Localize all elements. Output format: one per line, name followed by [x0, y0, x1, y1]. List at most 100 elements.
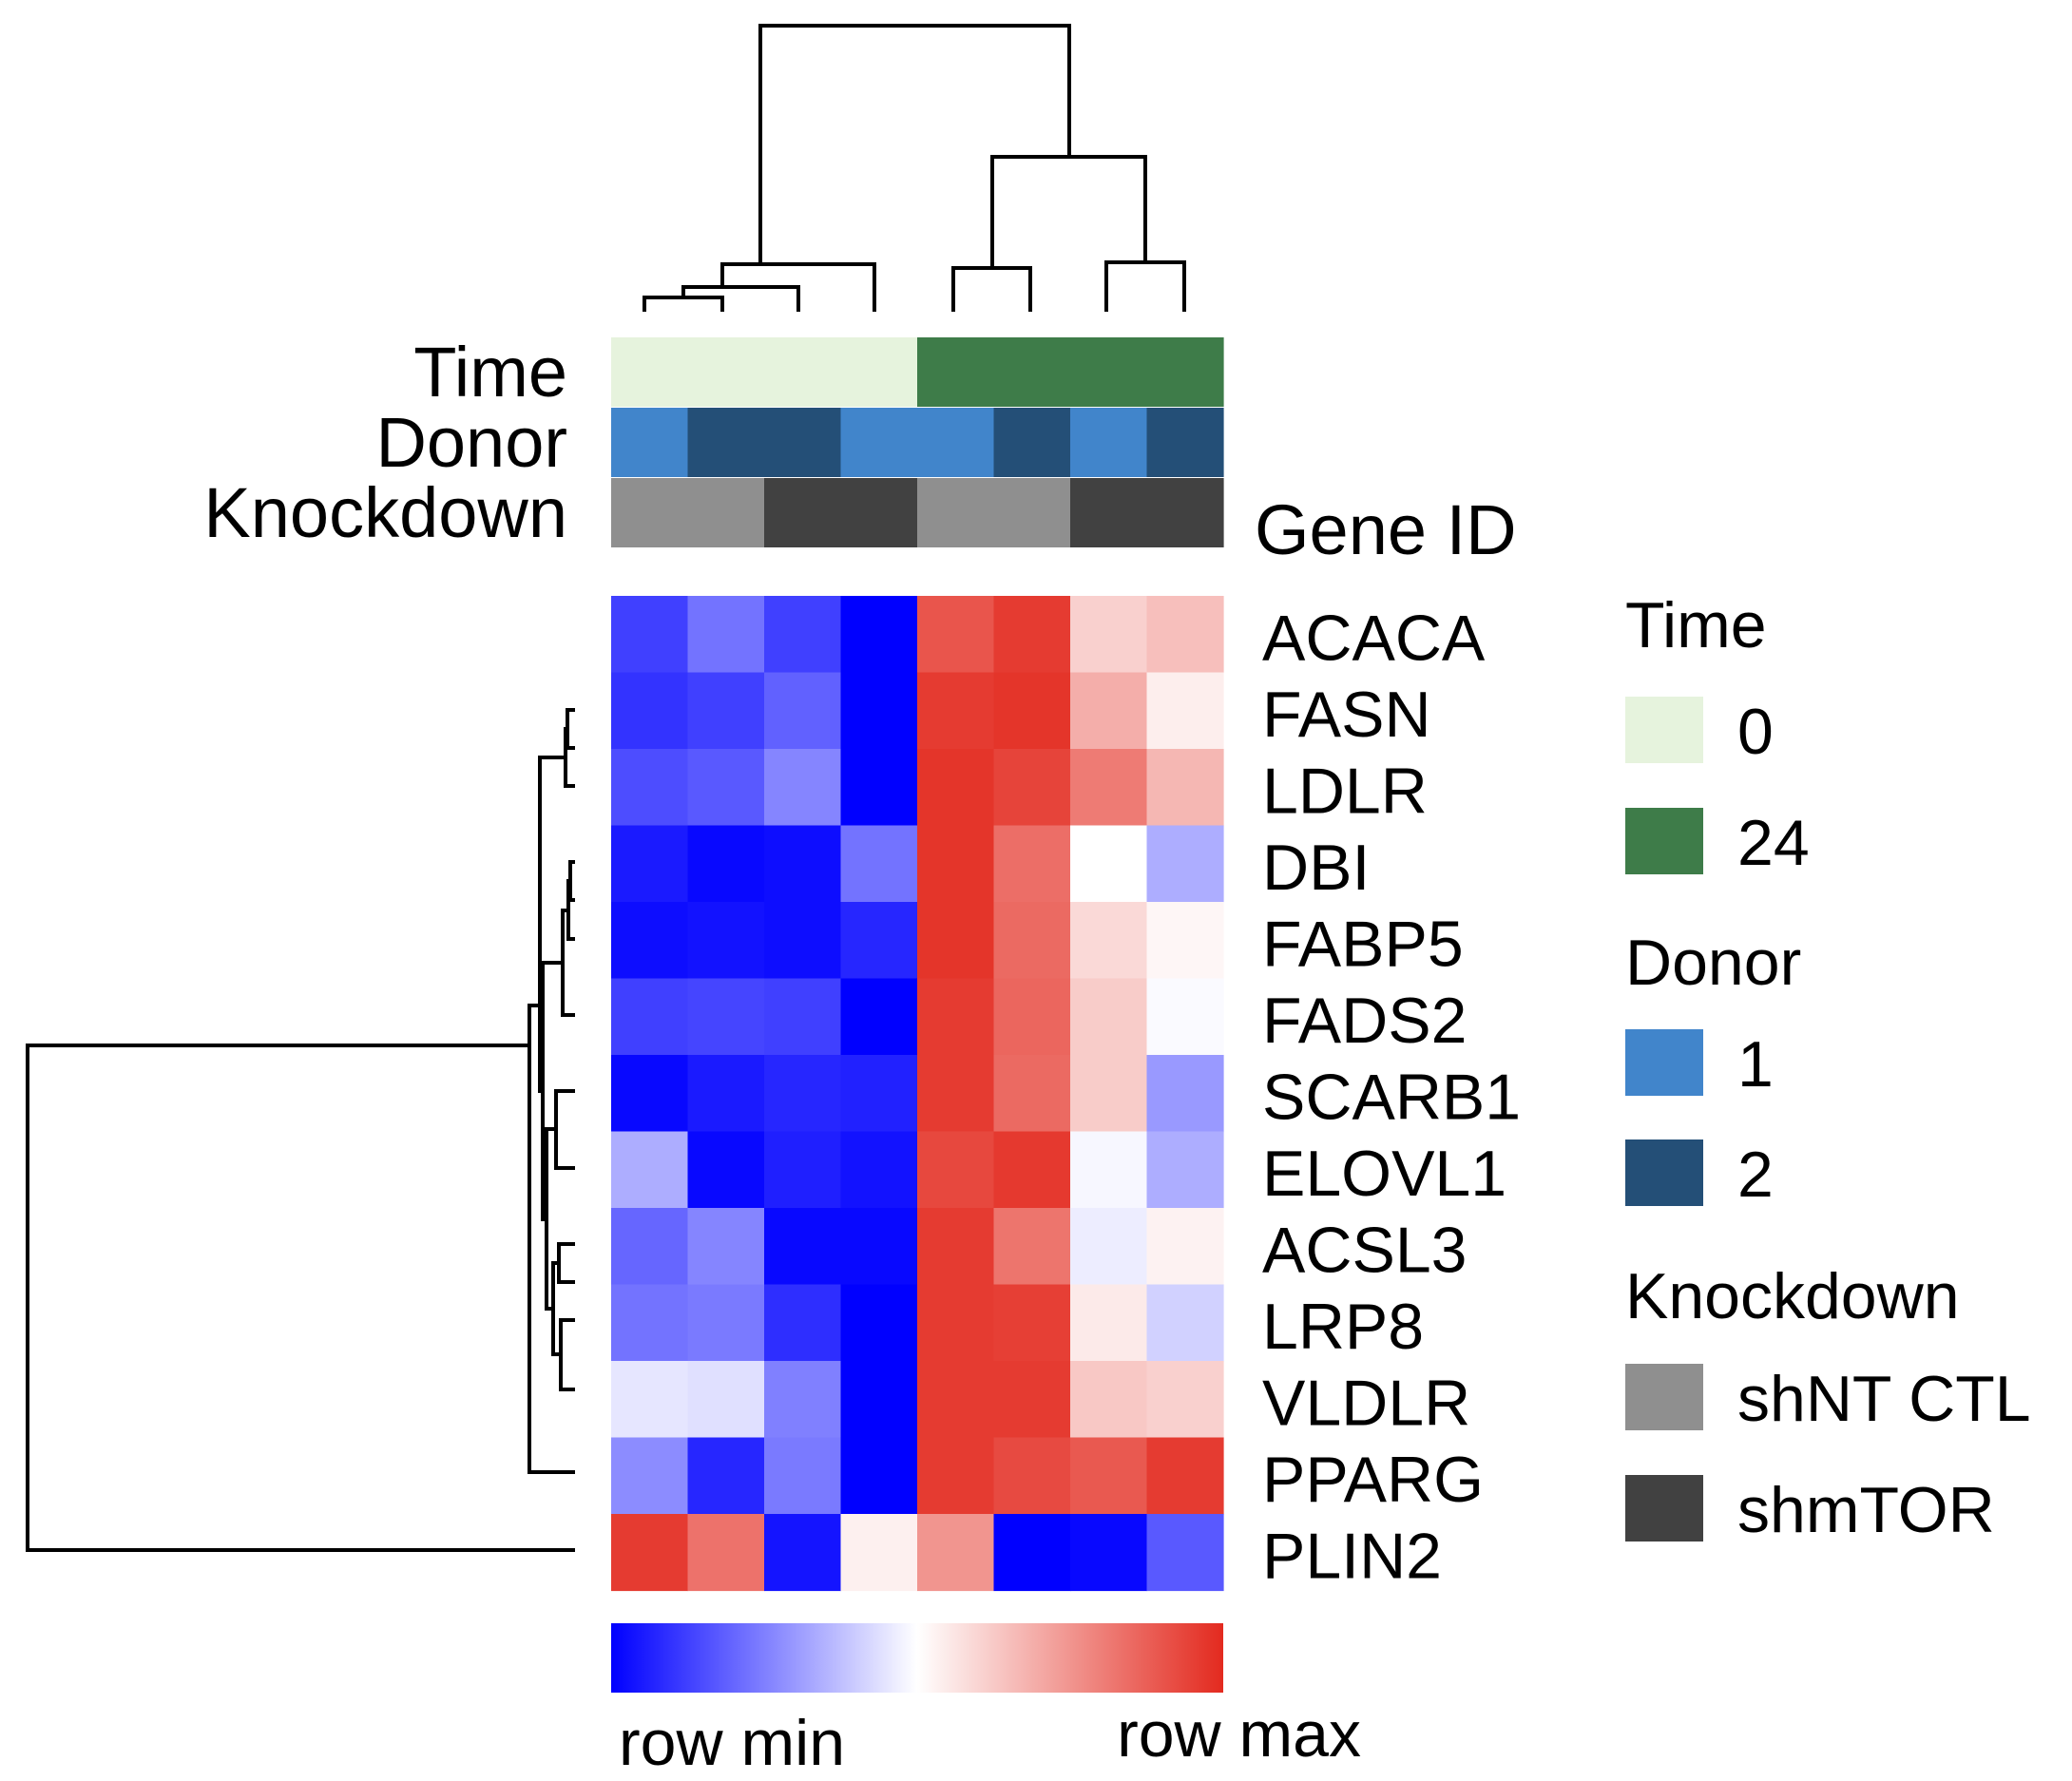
heatmap-cell: [1146, 596, 1224, 674]
legend-item-label: 24: [1737, 807, 1810, 879]
heatmap-cell: [764, 825, 842, 903]
heatmap-cell: [764, 1361, 842, 1439]
heatmap-cell: [1146, 1361, 1224, 1439]
annotation-label-time: Time: [413, 333, 567, 412]
heatmap-cell: [993, 1514, 1071, 1592]
heatmap-cell: [764, 978, 842, 1056]
heatmap-cell: [840, 902, 918, 980]
legend-item-label: 1: [1737, 1028, 1774, 1101]
heatmap-cell: [917, 1361, 995, 1439]
gene-label: DBI: [1262, 832, 1370, 904]
gene-label: LRP8: [1262, 1291, 1424, 1363]
heatmap-cell: [1146, 1514, 1224, 1592]
heatmap-cell: [840, 1055, 918, 1133]
colorbar-min-label: row min: [619, 1707, 845, 1779]
heatmap-cell: [611, 1284, 689, 1362]
heatmap-cell: [687, 1208, 765, 1286]
gene-label: FABP5: [1262, 908, 1464, 980]
heatmap-cell: [1146, 825, 1224, 903]
heatmap-cell: [611, 672, 689, 750]
legend-item-label: 0: [1737, 696, 1774, 768]
heatmap-cell: [764, 672, 842, 750]
annotation-cell-donor: [840, 408, 918, 477]
heatmap-cell: [764, 1284, 842, 1362]
legend-swatch: [1625, 1029, 1703, 1096]
annotation-cell-knockdown: [1146, 478, 1224, 547]
heatmap-cell: [993, 1284, 1071, 1362]
annotation-label-donor: Donor: [375, 403, 567, 482]
heatmap-cell: [1070, 1284, 1148, 1362]
legend-swatch: [1625, 697, 1703, 763]
annotation-cell-knockdown: [1070, 478, 1148, 547]
heatmap-cell: [993, 902, 1071, 980]
legend-title-knockdown: Knockdown: [1625, 1260, 1960, 1332]
heatmap-cell: [917, 749, 995, 827]
heatmap-cell: [764, 902, 842, 980]
dendrogram-branch: [557, 1242, 575, 1284]
gene-labels: ACACAFASNLDLRDBIFABP5FADS2SCARB1ELOVL1AC…: [1262, 602, 1521, 1592]
annotation-cell-knockdown: [611, 478, 689, 547]
heatmap-cell: [993, 749, 1071, 827]
heatmap-cell: [611, 1514, 689, 1592]
annotation-cell-knockdown: [764, 478, 842, 547]
heatmap-cell: [917, 1055, 995, 1133]
heatmap-cell: [917, 902, 995, 980]
dendrogram-branch: [528, 1004, 575, 1474]
dendrogram-branch: [1104, 260, 1186, 312]
heatmap-cell: [840, 825, 918, 903]
legend-item-label: shNT CTL: [1737, 1363, 2031, 1435]
heatmap-cell: [1146, 1208, 1224, 1286]
heatmap-cell: [1070, 902, 1148, 980]
heatmap-cell: [993, 1361, 1071, 1439]
heatmap-cell: [687, 596, 765, 674]
heatmap-cell: [840, 1284, 918, 1362]
heatmap-cell: [764, 1131, 842, 1209]
legend-swatch: [1625, 1364, 1703, 1430]
dendrogram-branch: [538, 756, 566, 1093]
heatmap-cell: [1146, 1437, 1224, 1515]
dendrogram-branch: [568, 860, 575, 902]
heatmap-cell: [611, 825, 689, 903]
annotation-cell-knockdown: [993, 478, 1071, 547]
dendrogram-branch: [681, 285, 800, 312]
heatmap-cell: [917, 596, 995, 674]
heatmap-cell: [1070, 1437, 1148, 1515]
legend-swatch: [1625, 1139, 1703, 1206]
annotation-cell-donor: [993, 408, 1071, 477]
heatmap-cell: [611, 1131, 689, 1209]
heatmap-cell: [764, 1514, 842, 1592]
heatmap-cell: [993, 978, 1071, 1056]
dendrogram-branch: [990, 155, 1147, 268]
legend-title-donor: Donor: [1625, 927, 1801, 999]
heatmap-cell: [840, 1514, 918, 1592]
heatmap-cell: [840, 1131, 918, 1209]
heatmap-cell: [993, 1437, 1071, 1515]
legend-item-label: 2: [1737, 1139, 1774, 1211]
heatmap-cell: [917, 1514, 995, 1592]
annotation-cell-donor: [764, 408, 842, 477]
heatmap-cell: [687, 672, 765, 750]
heatmap-cell: [611, 1361, 689, 1439]
heatmap-cell: [917, 1437, 995, 1515]
heatmap-cell: [764, 596, 842, 674]
heatmap-cell: [764, 749, 842, 827]
heatmap-cell: [1070, 978, 1148, 1056]
row-dendrogram: [26, 708, 575, 1552]
gene-label: ACACA: [1262, 602, 1486, 674]
heatmap-cell: [1146, 1055, 1224, 1133]
annotation-cell-time: [764, 337, 842, 407]
heatmap-cell: [1146, 1284, 1224, 1362]
heatmap-cell: [993, 825, 1071, 903]
heatmap-cell: [1070, 1514, 1148, 1592]
colorbar: [611, 1623, 1223, 1693]
heatmap-cell: [1070, 1208, 1148, 1286]
heatmap-cell: [687, 1131, 765, 1209]
heatmap-cell: [1146, 749, 1224, 827]
legend-title-time: Time: [1625, 589, 1767, 661]
heatmap-cell: [611, 1055, 689, 1133]
annotation-cell-donor: [917, 408, 995, 477]
heatmap-cell: [764, 1208, 842, 1286]
heatmap-cell: [1070, 825, 1148, 903]
heatmap-cell: [840, 1437, 918, 1515]
